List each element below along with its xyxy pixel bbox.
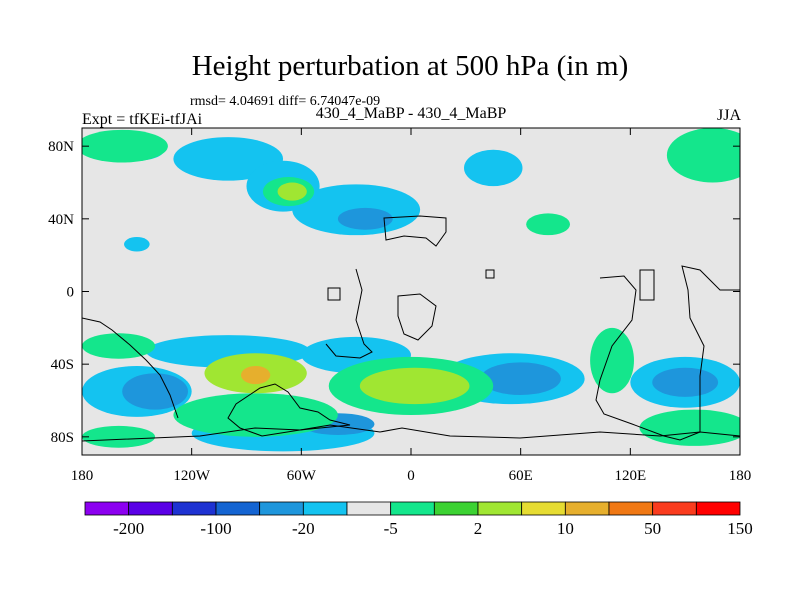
contour-region [639, 409, 740, 446]
x-tick-label: 120W [173, 468, 211, 484]
colorbar-box [608, 501, 654, 516]
colorbar-label: -5 [384, 519, 398, 538]
y-tick-label: 80N [48, 139, 74, 155]
colorbar-box [84, 501, 130, 516]
x-tick-label: 180 [729, 468, 752, 484]
contour-region [173, 393, 338, 437]
contour-region [464, 149, 523, 187]
south-america-outline [227, 383, 351, 437]
x-tick-label: 60W [287, 468, 317, 484]
x-tick-label: 180 [71, 468, 94, 484]
y-tick-label: 40S [51, 357, 74, 373]
y-tick-label: 0 [67, 285, 75, 301]
contour-region [124, 237, 150, 252]
contour-region [337, 207, 393, 230]
australia-outline [595, 265, 740, 441]
colorbar-box [477, 501, 523, 516]
colorbar-box [346, 501, 392, 516]
colorbar-box [259, 501, 304, 516]
colorbar-label: 10 [557, 519, 574, 538]
colorbar-label: -100 [200, 519, 231, 538]
island-outline [327, 287, 341, 301]
colorbar-box [390, 501, 435, 516]
colorbar-label: 50 [644, 519, 661, 538]
colorbar-box [128, 501, 173, 516]
contour-region [590, 327, 634, 394]
y-tick-label: 80S [51, 430, 74, 446]
colorbar-box [302, 501, 348, 516]
x-tick-label: 60E [509, 468, 533, 484]
experiment-label: Expt = tfKEi-tfJAi [82, 111, 203, 128]
axes: 180 120W 60W 0 60E 120E 180 80N 40N 0 40S 80S [48, 128, 751, 484]
colorbar-box [652, 501, 697, 516]
antarctica-outline [82, 424, 740, 442]
contour-region [277, 182, 307, 201]
contour-region [82, 425, 156, 448]
x-tick-label: 120E [614, 468, 646, 484]
contour-region [666, 128, 740, 183]
season-label: JJA [716, 107, 741, 124]
colorbar-box [215, 501, 261, 516]
colorbar-box [171, 501, 217, 516]
colorbar-label: -200 [113, 519, 144, 538]
contour-region [82, 129, 168, 163]
colorbar-label: -20 [292, 519, 315, 538]
indonesia-outline [639, 269, 655, 301]
contour-region [359, 367, 470, 405]
y-tick-label: 40N [48, 212, 74, 228]
pacific-coast-outline [82, 317, 179, 419]
colorbar-box [433, 501, 479, 516]
x-tick-label: 0 [407, 468, 415, 484]
africa-outline [325, 268, 373, 359]
asia-outline [383, 215, 447, 247]
island-outline [485, 269, 495, 279]
stats-line: rmsd= 4.04691 diff= 6.74047e-09 [190, 94, 381, 109]
contour-region [122, 373, 189, 410]
contour-fields [82, 128, 740, 452]
colorbar-box [695, 501, 741, 516]
africa-coast-outline [397, 293, 437, 341]
contour-region [241, 365, 271, 385]
contour-region [652, 367, 719, 397]
colorbar-box [521, 501, 566, 516]
colorbar: -200 -100 -20 -5 2 10 50 150 [84, 501, 753, 538]
colorbar-label: 150 [727, 519, 753, 538]
contour-region [480, 362, 561, 396]
chart-title: Height perturbation at 500 hPa (in m) [191, 50, 629, 82]
colorbar-label: 2 [474, 519, 483, 538]
contour-region [82, 333, 156, 359]
contour-region [526, 213, 571, 236]
continent-outlines [82, 215, 740, 442]
case-label: 430_4_MaBP - 430_4_MaBP [315, 105, 507, 122]
colorbar-box [564, 501, 610, 516]
